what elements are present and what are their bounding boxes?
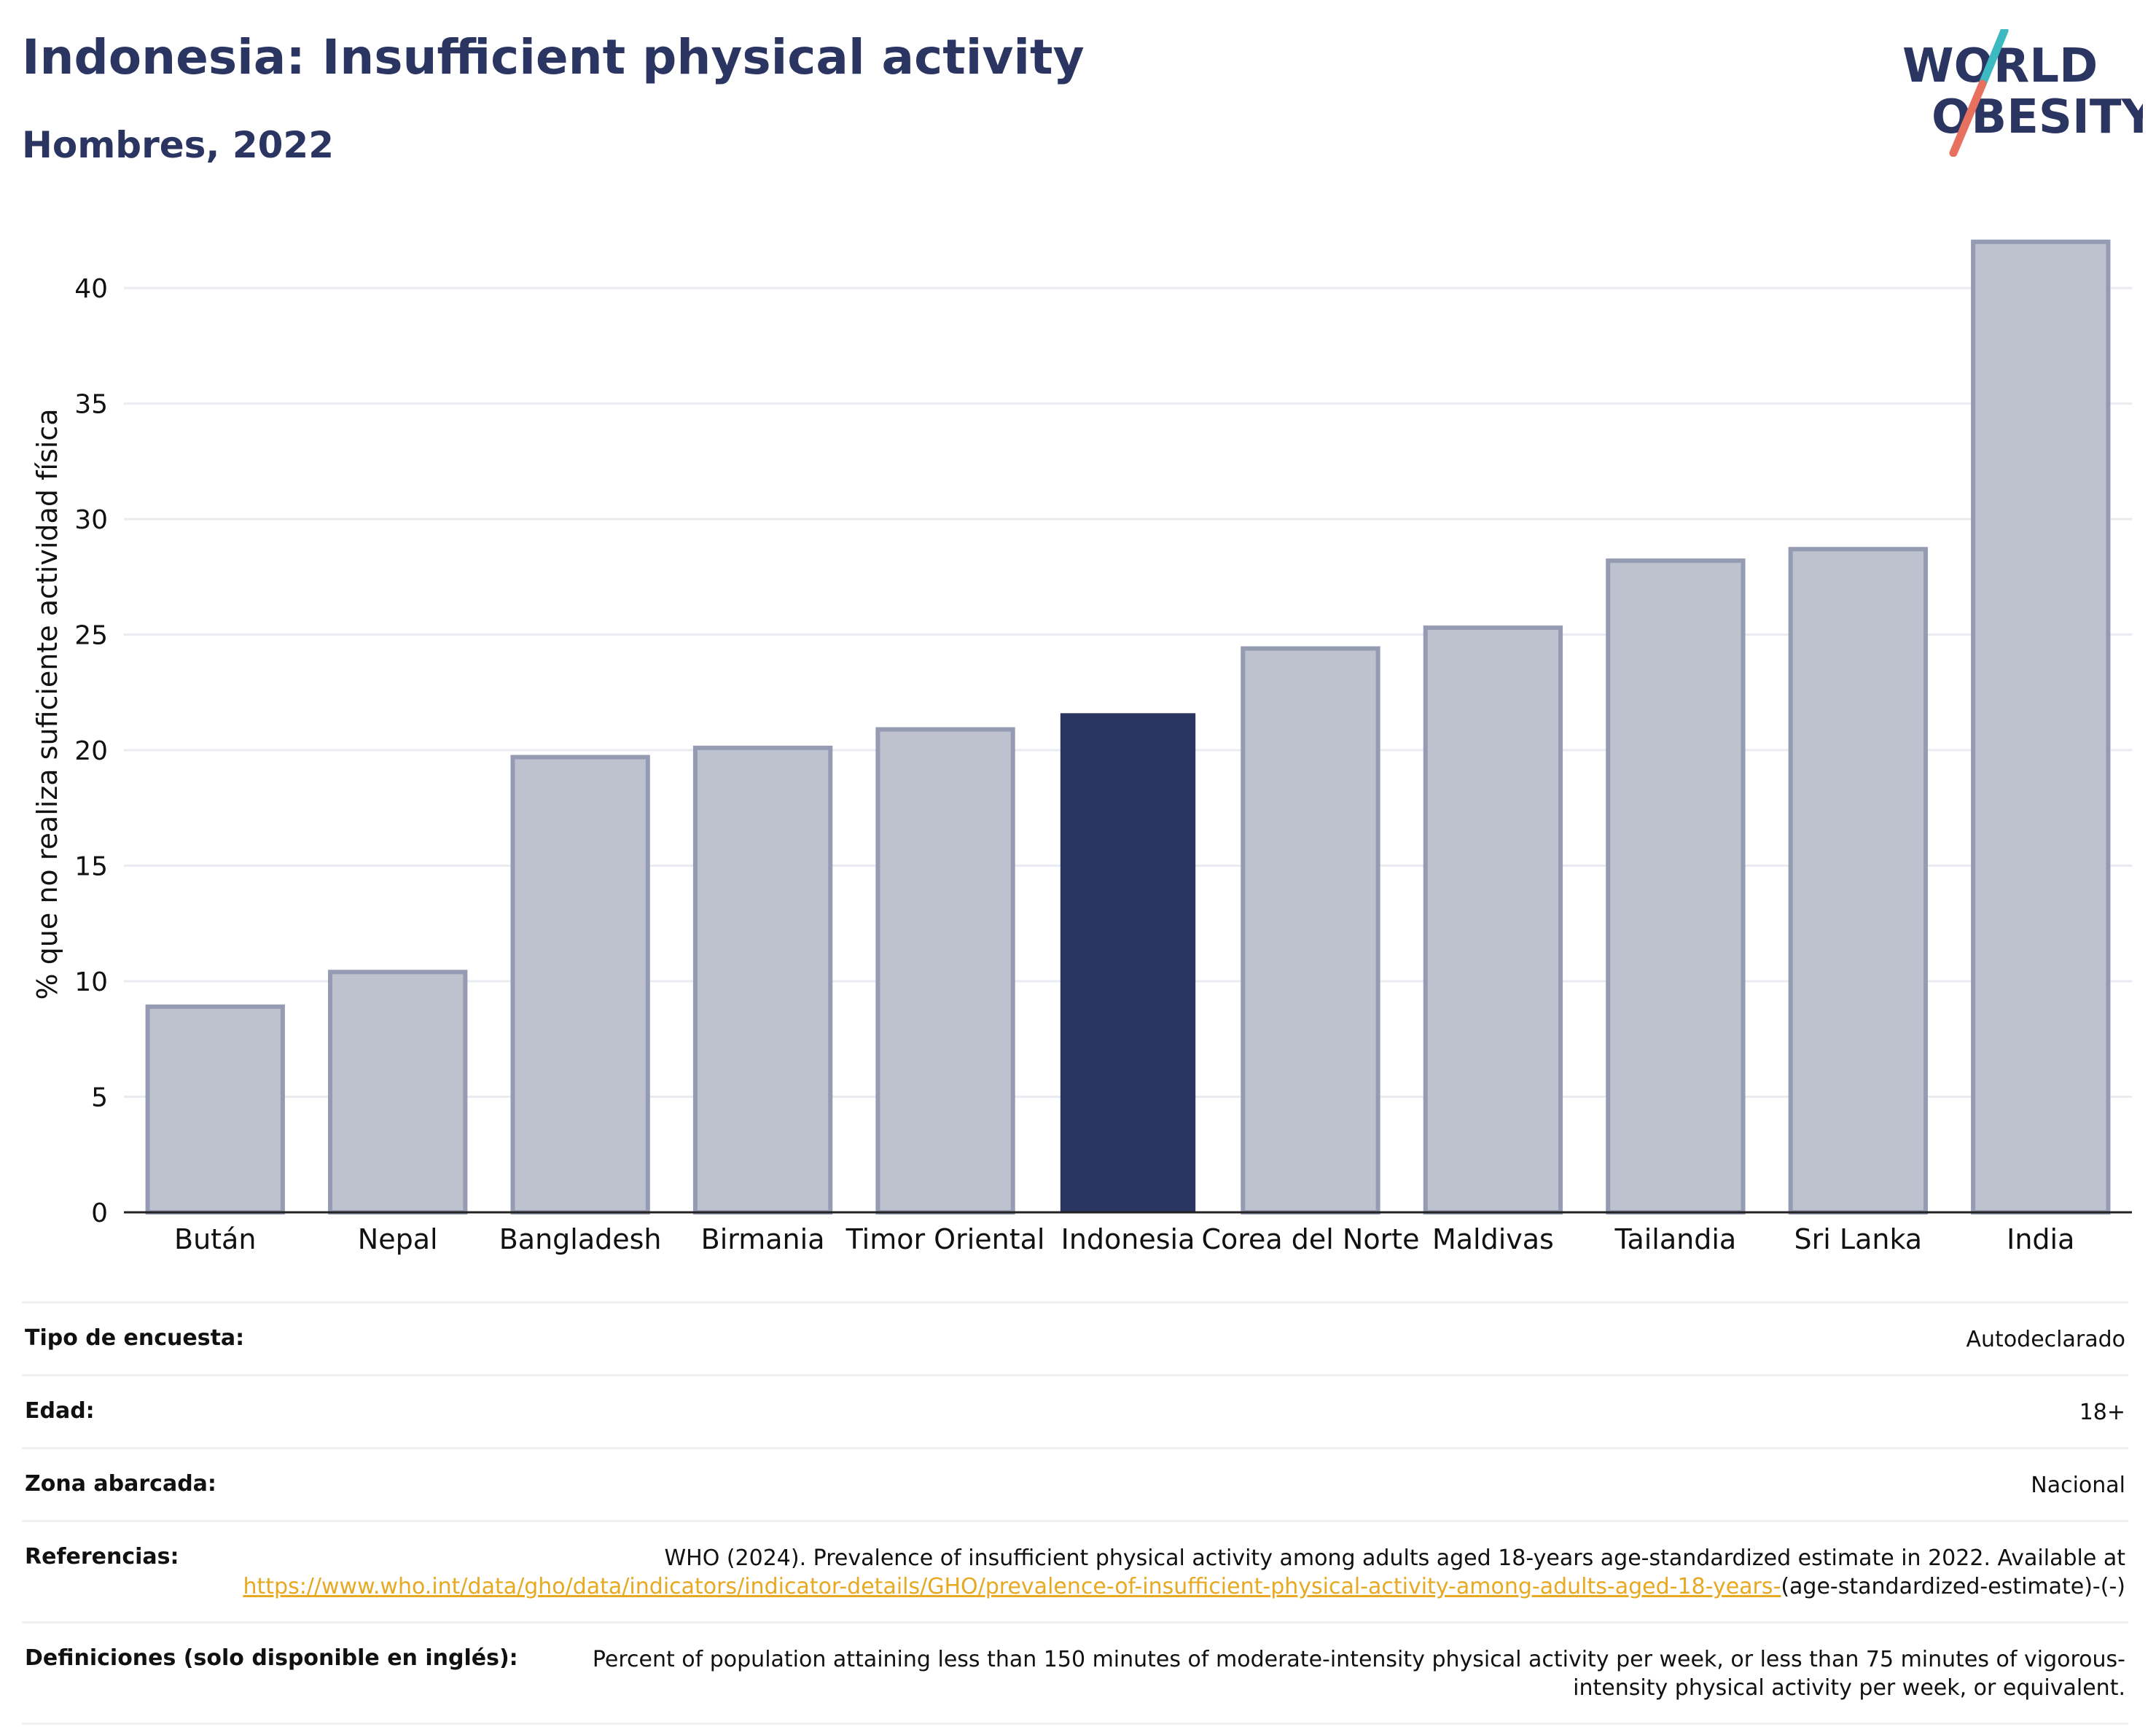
area-label: Zona abarcada:: [25, 1471, 216, 1497]
logo-teal-slash: [1978, 29, 2009, 88]
world-obesity-logo: WORLD OBESITY: [1902, 29, 2143, 157]
area-value: Nacional: [2031, 1473, 2125, 1498]
bar-4: [875, 727, 1015, 1214]
references-text: WHO (2024). Prevalence of insufficient p…: [664, 1545, 2125, 1571]
references-label: Referencias:: [25, 1544, 179, 1570]
references-link[interactable]: https://www.who.int/data/gho/data/indica…: [243, 1574, 1781, 1599]
y-tick-label: 40: [74, 274, 108, 304]
x-tick-label: Nepal: [358, 1223, 438, 1255]
meta-row-references: Referencias: WHO (2024). Prevalence of i…: [22, 1520, 2128, 1621]
x-tick-label: Indonesia: [1061, 1223, 1195, 1255]
references-tail: (age-standardized-estimate)-(-): [1781, 1574, 2125, 1599]
x-tick-label: Sri Lanka: [1794, 1223, 1923, 1255]
y-tick-label: 10: [74, 967, 108, 997]
x-tick-label: Birmania: [701, 1223, 825, 1255]
age-label: Edad:: [25, 1398, 95, 1424]
bar-5: [1060, 713, 1196, 1212]
y-axis-label: % que no realiza suficiente actividad fí…: [31, 409, 63, 1000]
bar-2: [510, 755, 650, 1214]
definitions-value: Percent of population attaining less tha…: [592, 1647, 2125, 1701]
bar-chart: 0 5 10 15 20 25 30 35 40 Bután Nepal Bangladesh Birm…: [31, 239, 2132, 1255]
y-tick-label: 0: [91, 1198, 108, 1228]
y-tick-label: 25: [74, 621, 108, 651]
references-value: WHO (2024). Prevalence of insufficient p…: [223, 1544, 2125, 1601]
y-tick-label: 5: [91, 1083, 108, 1113]
bar-1: [328, 970, 468, 1215]
x-tick-label: Tailandia: [1614, 1223, 1737, 1255]
bar-7: [1423, 625, 1563, 1214]
logo-coral-slash: [1949, 79, 1987, 157]
y-tick-label: 30: [74, 505, 108, 535]
x-tick-label: Bután: [174, 1223, 256, 1255]
x-tick-label: Corea del Norte: [1201, 1223, 1419, 1255]
page-title: Indonesia: Insufficient physical activit…: [22, 29, 1085, 85]
x-tick-label: Maldivas: [1432, 1223, 1554, 1255]
definitions-label: Definiciones (solo disponible en inglés)…: [25, 1645, 518, 1671]
page-subtitle: Hombres, 2022: [22, 124, 334, 166]
bar-0: [145, 1004, 285, 1215]
metadata-table: Tipo de encuesta: Autodeclarado Edad: 18…: [22, 1301, 2128, 1725]
axes: 0 5 10 15 20 25 30 35 40 Bután Nepal Bangladesh Birm…: [74, 274, 2132, 1255]
x-tick-label: Timor Oriental: [845, 1223, 1045, 1255]
bar-10: [1971, 239, 2111, 1215]
y-tick-label: 15: [74, 852, 108, 882]
meta-row-age: Edad: 18+: [22, 1374, 2128, 1447]
survey-type-value: Autodeclarado: [1966, 1327, 2125, 1352]
y-tick-label: 35: [74, 390, 108, 420]
meta-row-area: Zona abarcada: Nacional: [22, 1447, 2128, 1520]
bar-3: [692, 745, 833, 1214]
survey-type-label: Tipo de encuesta:: [25, 1325, 245, 1351]
bar-8: [1606, 558, 1746, 1214]
x-tick-label: Bangladesh: [499, 1223, 662, 1255]
age-value: 18+: [2079, 1400, 2125, 1425]
meta-row-survey: Tipo de encuesta: Autodeclarado: [22, 1301, 2128, 1374]
bar-9: [1788, 547, 1928, 1214]
meta-row-definitions: Definiciones (solo disponible en inglés)…: [22, 1621, 2128, 1725]
y-tick-label: 20: [74, 736, 108, 766]
bars: [145, 239, 2111, 1215]
bar-6: [1241, 646, 1380, 1214]
x-tick-label: India: [2007, 1223, 2074, 1255]
